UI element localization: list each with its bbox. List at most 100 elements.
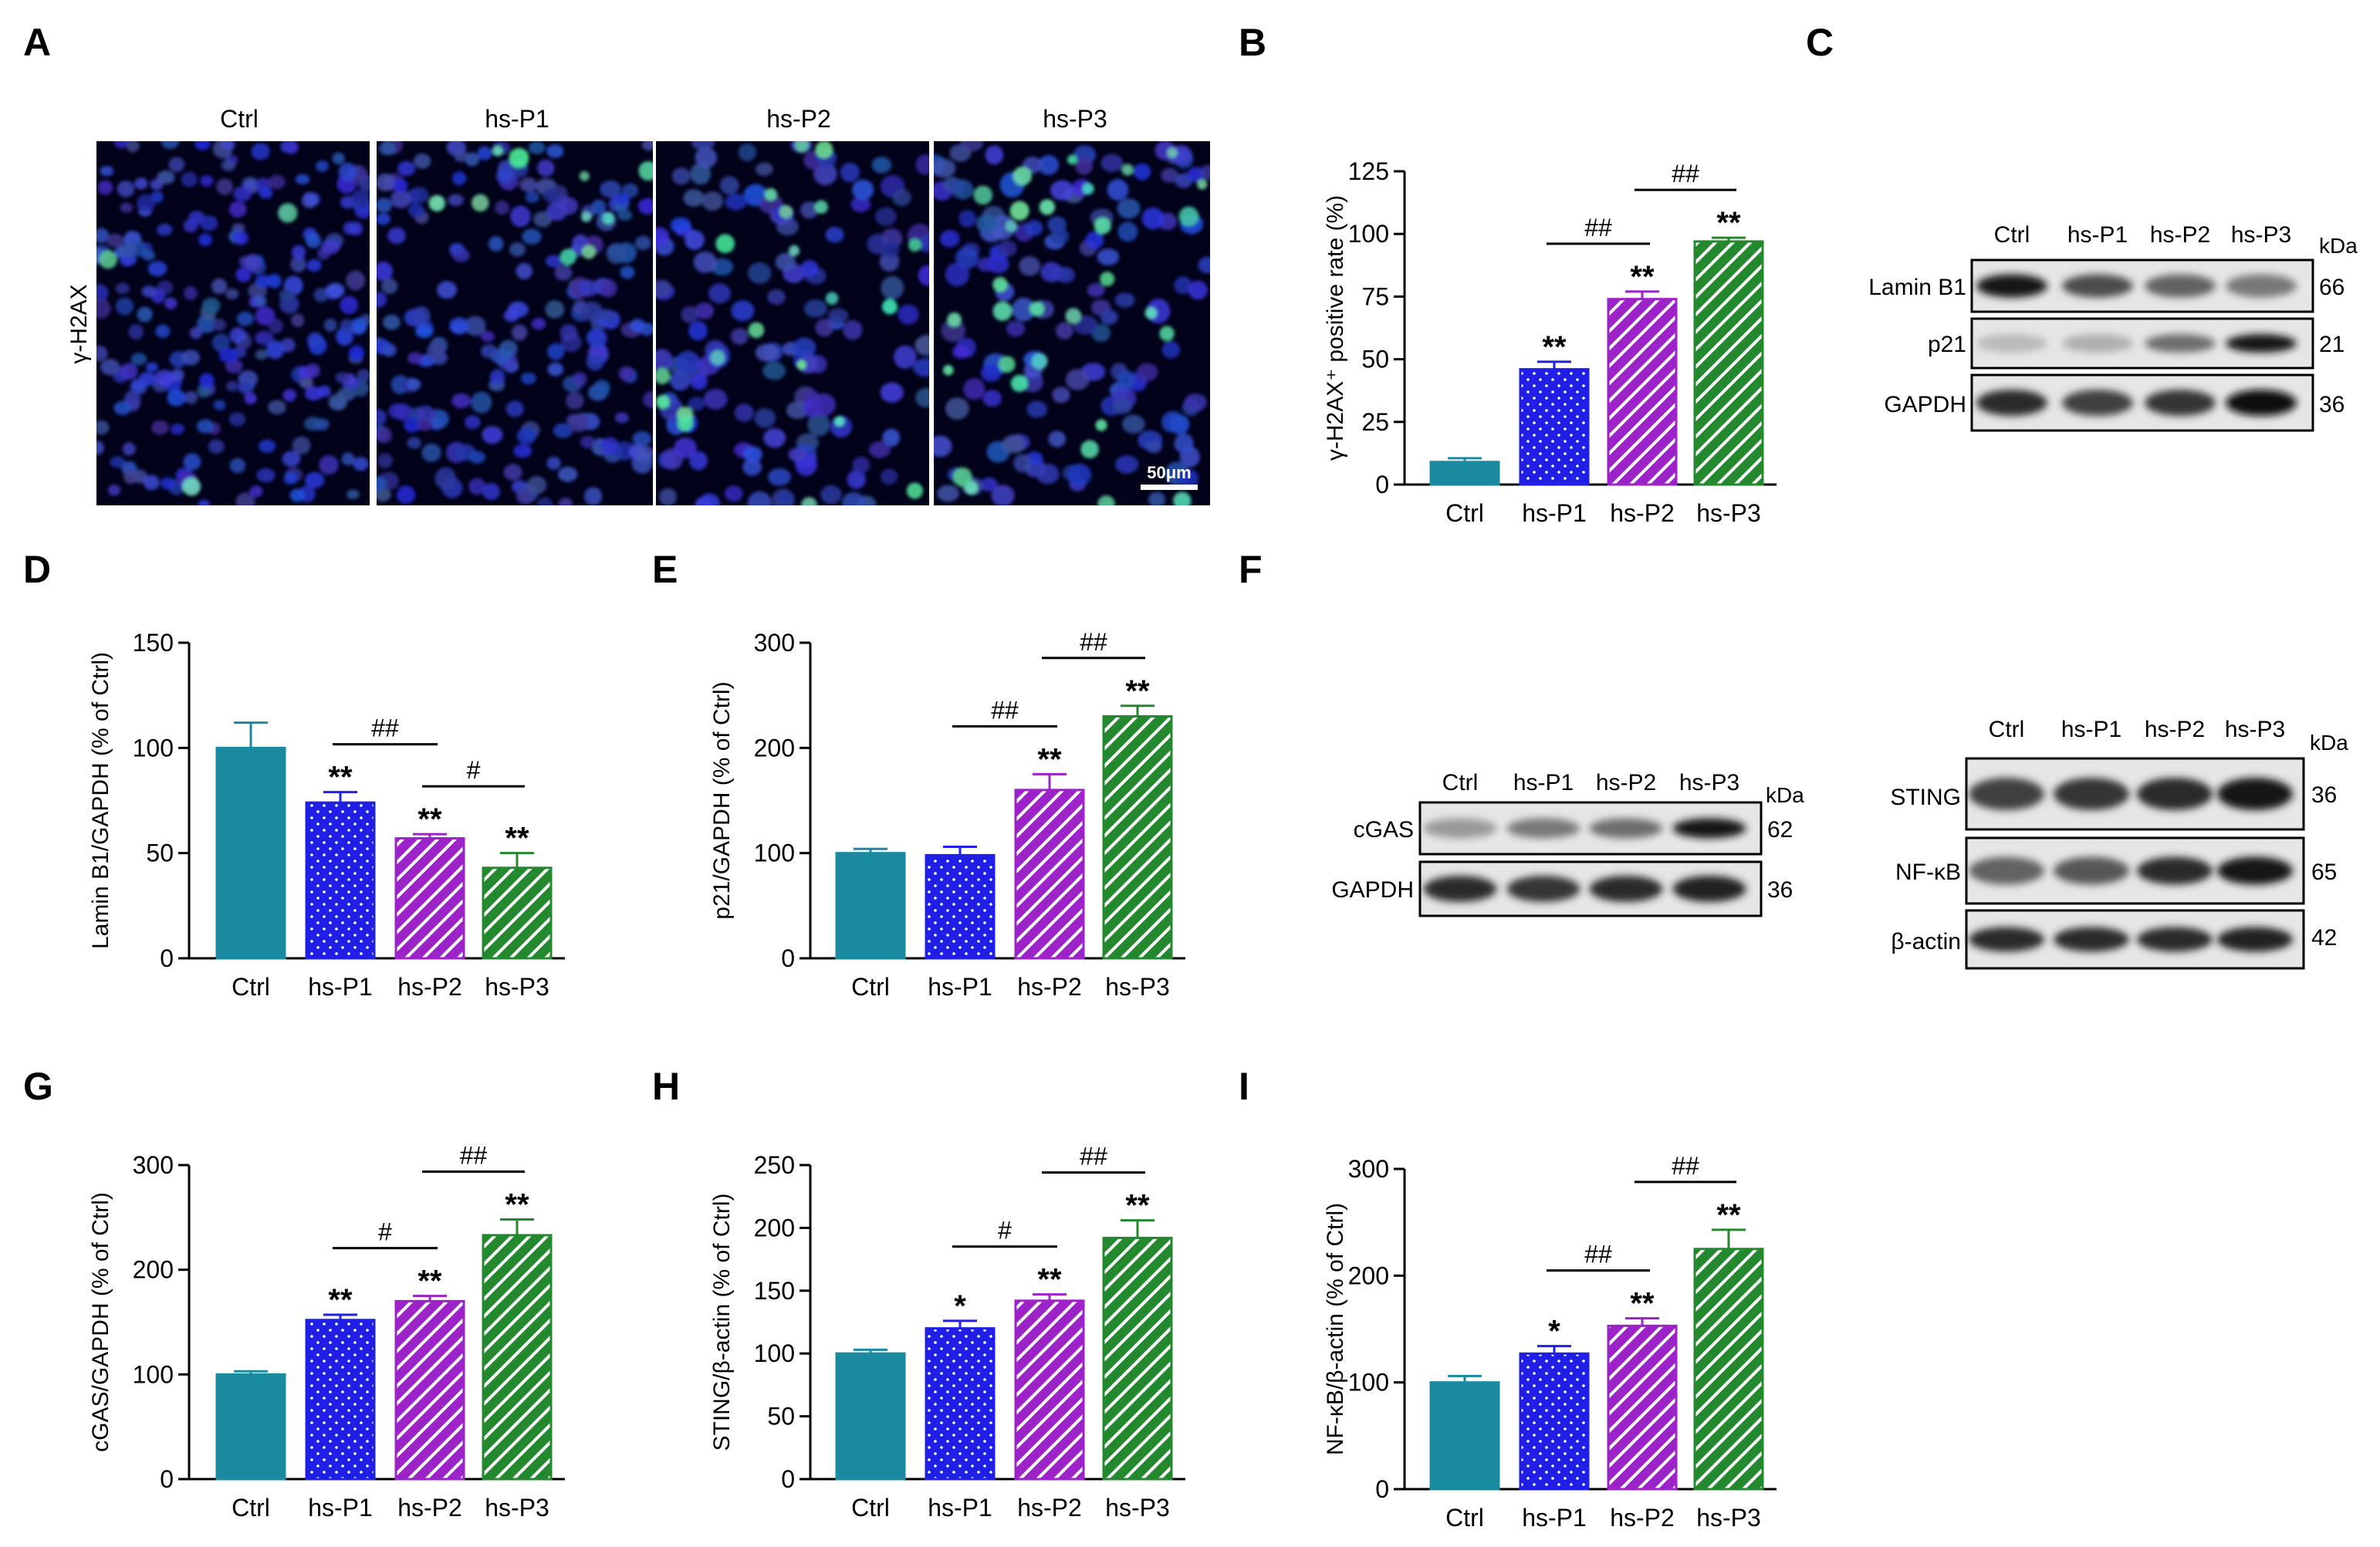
nucleus — [211, 319, 227, 331]
nucleus — [134, 177, 148, 190]
nucleus — [415, 405, 435, 423]
gamma-h2ax-focus — [1173, 491, 1192, 505]
bar-hs-p2 — [1607, 1324, 1678, 1491]
gamma-h2ax-focus — [1178, 206, 1199, 227]
nucleus — [695, 147, 718, 169]
gamma-h2ax-focus — [1197, 179, 1208, 190]
x-tick-label: hs-P1 — [1522, 499, 1587, 527]
micrograph-nuclei — [377, 141, 653, 505]
nucleus — [1087, 282, 1105, 297]
nucleus — [233, 231, 249, 245]
nucleus — [106, 233, 124, 248]
bar-hs-p1 — [1519, 368, 1590, 486]
x-tick-label: hs-P3 — [1696, 1504, 1761, 1532]
nucleus — [488, 235, 504, 252]
y-tick-label: 200 — [754, 1214, 795, 1241]
nucleus — [881, 275, 904, 299]
nucleus — [522, 228, 542, 245]
nucleus — [997, 240, 1017, 257]
nucleus — [793, 337, 816, 358]
nucleus — [115, 282, 130, 295]
nucleus — [1117, 370, 1137, 389]
nucleus — [117, 243, 137, 258]
nucleus — [614, 412, 629, 424]
blot-band — [1969, 927, 2044, 952]
nucleus — [291, 245, 306, 260]
nucleus — [255, 306, 276, 326]
nucleus — [841, 491, 866, 505]
nucleus — [200, 215, 218, 231]
nucleus — [213, 400, 226, 410]
gamma-h2ax-focus — [580, 211, 592, 222]
nucleus — [880, 382, 904, 403]
nucleus — [618, 366, 634, 381]
x-tick-label: hs-P1 — [928, 1494, 992, 1522]
nucleus — [730, 328, 749, 345]
nucleus — [304, 471, 325, 488]
micrograph-nuclei — [96, 141, 370, 505]
nucleus — [168, 157, 185, 173]
gamma-h2ax-focus — [992, 277, 1008, 292]
nucleus — [407, 352, 424, 364]
nucleus — [454, 150, 469, 162]
nucleus — [434, 467, 457, 490]
panel-c-bands-lamin — [1976, 274, 2297, 298]
nucleus — [503, 309, 519, 323]
nucleus — [918, 265, 929, 286]
nucleus — [671, 167, 691, 185]
nucleus — [800, 259, 819, 277]
gamma-h2ax-focus — [1144, 306, 1158, 319]
comparison-label: ## — [1080, 628, 1107, 656]
bar-hs-p2 — [1014, 789, 1085, 960]
nucleus — [767, 468, 792, 486]
x-tick-label: hs-P3 — [485, 973, 549, 1001]
nucleus — [96, 420, 110, 435]
panel-f-right-lane-p2: hs-P2 — [2145, 717, 2205, 742]
nucleus — [701, 191, 724, 211]
bar-ctrl — [1429, 461, 1500, 486]
nucleus — [568, 414, 589, 433]
nucleus — [417, 418, 433, 431]
nucleus — [882, 428, 901, 448]
nucleus — [306, 363, 321, 378]
blot-band — [2137, 856, 2213, 885]
nucleus — [578, 279, 599, 297]
nucleus — [871, 157, 892, 174]
blot-band — [1589, 818, 1663, 839]
blot-band — [2062, 334, 2133, 353]
gamma-h2ax-focus — [908, 238, 921, 252]
nucleus — [347, 489, 360, 500]
blot-band — [2217, 856, 2293, 885]
gamma-h2ax-focus — [947, 312, 962, 327]
nucleus — [338, 162, 357, 181]
gamma-h2ax-focus — [1080, 440, 1099, 459]
nucleus — [755, 162, 773, 176]
nucleus — [937, 485, 959, 502]
nucleus — [1097, 248, 1120, 265]
nucleus — [332, 152, 345, 164]
blot-band — [2145, 334, 2216, 353]
nucleus — [499, 339, 518, 358]
nucleus — [451, 393, 472, 409]
panel-c-bands-gapdh — [1976, 390, 2297, 416]
nucleus — [533, 211, 553, 228]
micrograph-1 — [377, 141, 653, 505]
nucleus — [225, 288, 239, 299]
y-tick-label: 50 — [1361, 346, 1389, 373]
panel-c: C Ctrl hs-P1 hs-P2 hs-P3 kDa Lamin B1 66… — [1806, 21, 2358, 432]
nucleus — [244, 392, 257, 404]
gamma-h2ax-focus — [581, 245, 596, 259]
significance-star: ** — [1037, 742, 1062, 776]
nucleus — [738, 143, 756, 162]
blot-band — [1969, 778, 2044, 810]
panel-f-kda-nfkb: 65 — [2311, 860, 2337, 885]
blot-band — [1976, 390, 2047, 416]
nucleus — [113, 400, 132, 415]
nucleus — [295, 174, 310, 185]
nucleus — [120, 255, 135, 267]
nucleus — [396, 485, 416, 505]
y-tick-label: 0 — [1375, 1475, 1389, 1503]
nucleus — [201, 297, 221, 314]
